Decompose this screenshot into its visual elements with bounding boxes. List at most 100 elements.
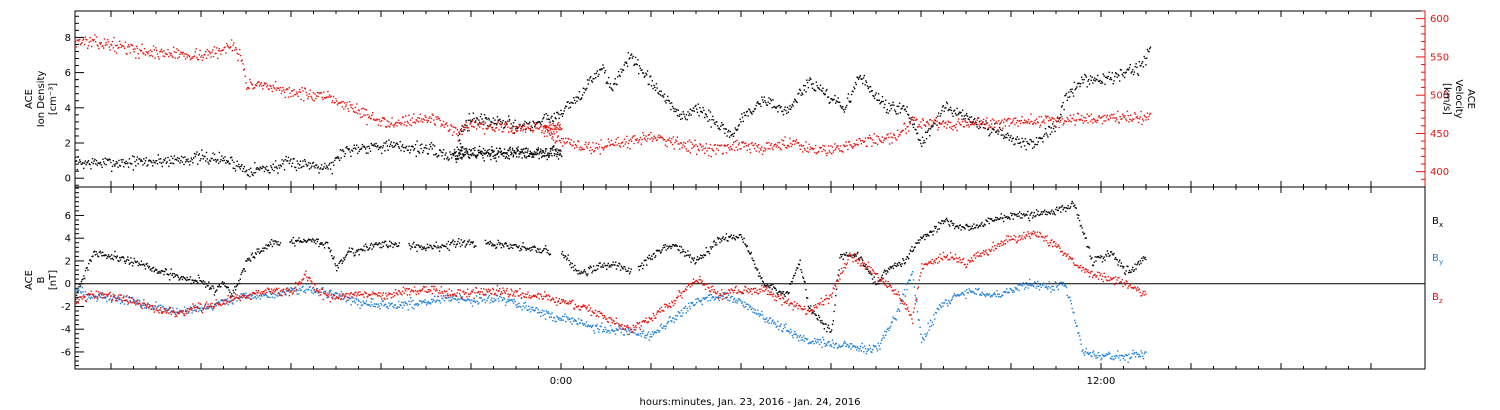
velocity-point [697, 148, 699, 151]
velocity-point [924, 124, 926, 126]
by-point [210, 306, 212, 309]
density-point [933, 122, 935, 124]
velocity-point [258, 85, 261, 87]
density-point [475, 120, 477, 122]
bx-point [173, 273, 176, 275]
density-point [244, 171, 246, 173]
density-point [920, 142, 922, 145]
density-point [771, 106, 773, 109]
density-point [868, 86, 870, 88]
velocity-point [205, 51, 207, 53]
by-point [129, 300, 131, 302]
velocity-point [551, 133, 553, 135]
velocity-point [439, 119, 441, 122]
density-point [469, 153, 472, 156]
velocity-point [467, 127, 470, 129]
bx-point [122, 256, 124, 258]
by-point [183, 314, 185, 316]
velocity-point [283, 91, 286, 93]
density-point [503, 155, 505, 157]
velocity-point [739, 148, 741, 150]
density-point [750, 112, 752, 114]
velocity-point [1120, 118, 1122, 121]
bx-point [618, 262, 620, 264]
bx-point [351, 247, 353, 250]
velocity-point [263, 82, 266, 84]
density-point [888, 102, 890, 105]
velocity-point [584, 143, 586, 146]
density-point [350, 155, 352, 157]
density-point [766, 104, 769, 106]
bx-point [471, 242, 474, 244]
density-point [1148, 51, 1150, 53]
density-point [507, 120, 509, 122]
density-point [159, 161, 161, 164]
velocity-point [904, 128, 907, 130]
density-point [471, 118, 474, 121]
density-point [500, 150, 503, 152]
density-point [473, 117, 475, 120]
velocity-point [370, 117, 372, 120]
density-point [1058, 118, 1060, 120]
density-point [1144, 57, 1146, 60]
velocity-point [1015, 117, 1017, 119]
bx-point [194, 279, 196, 281]
bx-point [933, 225, 936, 228]
velocity-point [400, 124, 402, 126]
bx-point [1070, 202, 1073, 205]
velocity-point [376, 119, 379, 121]
bx-point [1031, 217, 1034, 219]
density-point [511, 127, 513, 129]
density-point [262, 166, 265, 168]
bx-point [168, 274, 170, 276]
bx-point [692, 258, 694, 260]
bx-point [438, 247, 440, 249]
y-tick-label: 450 [1430, 129, 1449, 140]
density-point [87, 161, 89, 163]
velocity-point [1134, 113, 1137, 115]
density-point [659, 94, 662, 96]
density-point [230, 156, 233, 158]
density-point [477, 123, 479, 125]
bx-point [898, 261, 900, 264]
velocity-point [471, 119, 474, 122]
bx-point [520, 249, 523, 251]
density-point [618, 74, 621, 76]
density-point [666, 99, 668, 101]
bx-point [261, 250, 263, 252]
density-point [1083, 78, 1085, 81]
bx-point [176, 274, 179, 277]
density-point [481, 118, 483, 120]
velocity-point [417, 117, 419, 119]
bx-point [923, 234, 925, 236]
density-point [357, 146, 360, 149]
velocity-point [1108, 119, 1110, 121]
density-point [1021, 137, 1023, 140]
by-point [188, 308, 191, 310]
velocity-point [453, 131, 455, 133]
velocity-point [828, 150, 830, 152]
velocity-point [1133, 118, 1135, 120]
density-point [630, 54, 632, 56]
velocity-point [767, 147, 769, 150]
velocity-point [628, 139, 630, 142]
density-point [427, 153, 429, 155]
bx-point [233, 291, 235, 294]
density-point [465, 119, 467, 122]
bx-point [642, 267, 644, 270]
velocity-point [963, 126, 965, 128]
density-point [622, 69, 625, 71]
velocity-point [863, 141, 865, 143]
density-point [552, 149, 554, 151]
velocity-point [763, 147, 765, 149]
velocity-point [1034, 119, 1036, 122]
density-point [329, 168, 332, 170]
velocity-point [368, 115, 371, 118]
velocity-point [225, 52, 227, 54]
density-point [175, 158, 177, 161]
velocity-point [342, 101, 344, 103]
density-point [604, 72, 606, 74]
by-point [98, 293, 101, 295]
velocity-point [134, 48, 136, 50]
